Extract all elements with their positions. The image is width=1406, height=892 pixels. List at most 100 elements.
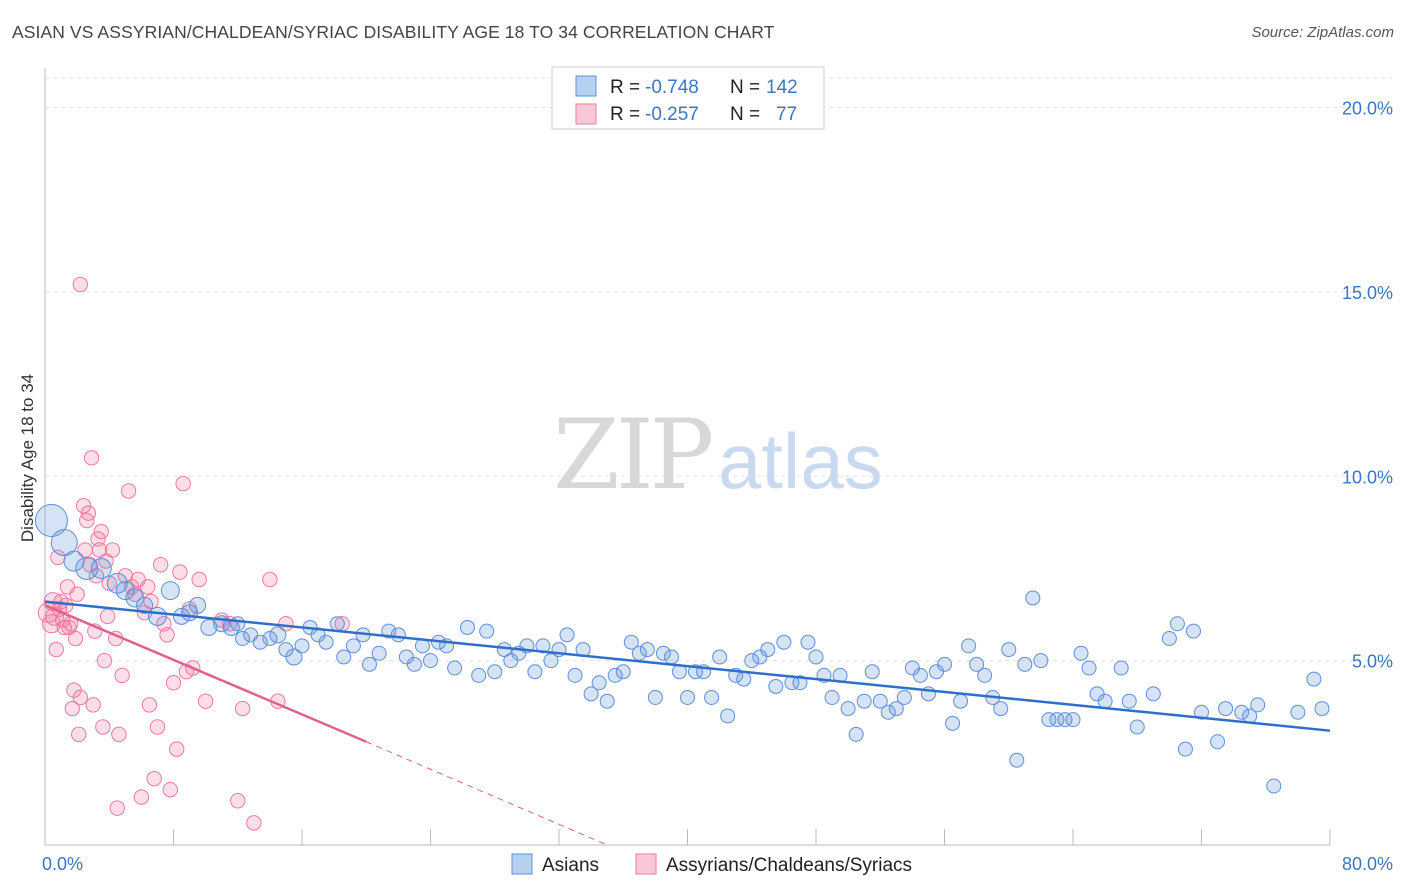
asians-point-121 [1081,660,1097,676]
asians-point-128 [1161,631,1177,646]
asians-point-69 [663,649,679,665]
asians-point-2 [63,550,85,572]
asians-point-61 [599,693,615,709]
asians-point-113 [1017,656,1033,672]
legend-n-label-1: N = [730,77,760,98]
asians-point-5 [106,572,128,594]
asians-point-20 [252,634,268,650]
asians-point-3 [75,556,99,580]
asians-point-92 [848,726,864,742]
asians-point-22 [269,626,287,644]
asians-point-64 [623,634,639,650]
assyrians-point-20 [75,498,92,514]
asians-trend-line [44,600,1331,732]
asians-point-129 [1169,616,1185,632]
asians-point-97 [888,701,904,717]
asians-point-31 [345,638,361,654]
bottom-legend-asians: Asians [542,855,599,876]
y-tick-labels: 5.0% 10.0% 15.0% 20.0% [1342,99,1393,672]
asians-point-71 [680,690,695,705]
asians-point-96 [880,704,896,720]
legend-n-value-1: 142 [766,77,798,98]
assyrians-point-29 [90,531,106,547]
asians-point-67 [647,690,663,705]
asians-point-47 [487,664,503,680]
asians-point-94 [864,664,880,680]
asians-point-116 [1041,712,1057,728]
asians-point-134 [1218,701,1234,717]
asians-point-86 [800,634,816,650]
asians-point-63 [615,664,631,680]
assyrians-point-67 [230,793,246,809]
asians-point-95 [872,693,888,709]
watermark-zip: ZIP [553,399,712,511]
asians-point-40 [423,653,438,669]
asians-point-135 [1234,704,1250,720]
asians-point-138 [1290,704,1306,720]
assyrians-point-50 [146,770,162,787]
legend-r-value-2: -0.257 [645,104,699,125]
asians-point-8 [136,596,154,614]
legend-r-label-2: R = [610,104,640,125]
asians-point-130 [1177,741,1193,757]
asians-point-66 [639,642,655,658]
assyrians-point-4 [48,641,64,658]
asians-point-108 [977,667,993,683]
asians-point-25 [294,638,310,654]
assyrians-point-37 [104,542,121,558]
asians-point-44 [459,619,475,635]
asians-point-24 [285,648,303,666]
legend: R = -0.748 N = 142 R = -0.257 N = 77 [551,66,825,130]
series-asians-points [34,504,1330,794]
assyrians-point-42 [120,483,137,499]
asians-point-74 [704,690,720,705]
watermark: ZIP atlas [553,399,883,511]
asians-point-36 [390,627,406,643]
assyrians-point-69 [246,815,262,831]
assyrians-point-56 [165,675,182,691]
asians-point-89 [824,690,840,705]
legend-r-value-1: -0.748 [645,77,699,98]
asians-point-38 [406,656,422,672]
asians-point-115 [1033,653,1049,669]
asians-point-132 [1194,704,1209,720]
asians-point-131 [1185,623,1201,639]
assyrians-point-35 [99,608,116,625]
bottom-legend: Asians Assyrians/Chaldeans/Syriacs [511,853,912,876]
asians-point-75 [712,649,728,665]
assyrians-point-70 [262,571,278,588]
legend-n-label-2: N = [730,104,760,125]
asians-point-125 [1121,693,1137,709]
bottom-legend-assyrians: Assyrians/Chaldeans/Syriacs [666,855,912,876]
asians-point-1 [50,529,78,557]
assyrians-point-57 [169,741,185,757]
assyrians-point-33 [96,652,113,669]
assyrians-point-32 [95,719,111,735]
asians-point-119 [1065,712,1081,728]
asians-point-14 [200,618,218,636]
legend-swatch-assyrians [575,103,597,125]
assyrians-point-18 [71,726,87,743]
asians-point-117 [1049,712,1065,728]
assyrians-point-74 [72,276,89,293]
asians-point-133 [1210,734,1226,750]
asians-point-112 [1009,752,1025,768]
asians-point-30 [336,649,352,665]
assyrians-trend-line [44,604,367,743]
asians-point-139 [1306,671,1322,687]
assyrians-point-54 [159,627,175,643]
assyrians-point-75 [141,697,158,713]
asians-point-87 [808,649,824,665]
assyrians-point-55 [162,781,178,798]
asians-point-104 [945,715,961,731]
assyrians-point-63 [191,571,207,588]
asians-point-140 [1266,778,1282,794]
asians-point-10 [160,581,180,601]
assyrians-point-40 [114,667,130,684]
asians-point-57 [567,667,583,683]
source-label: Source: ZipAtlas.com [1251,24,1394,41]
asians-point-98 [896,690,912,705]
asians-point-127 [1145,686,1161,702]
asians-point-79 [744,653,760,669]
